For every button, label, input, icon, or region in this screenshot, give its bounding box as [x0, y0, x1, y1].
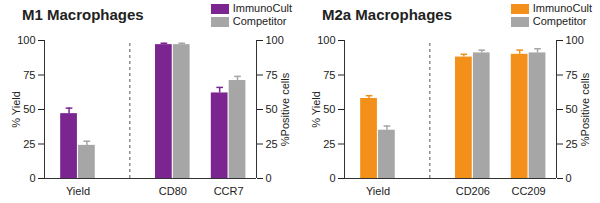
- svg-text:CC209: CC209: [511, 185, 545, 197]
- svg-text:75: 75: [323, 69, 335, 81]
- svg-text:0: 0: [329, 172, 335, 184]
- svg-text:25: 25: [566, 138, 578, 150]
- svg-text:CD206: CD206: [456, 185, 490, 197]
- svg-text:25: 25: [23, 138, 35, 150]
- svg-text:100: 100: [317, 34, 335, 46]
- svg-text:%Positive cells: %Positive cells: [579, 72, 591, 146]
- svg-text:50: 50: [566, 103, 578, 115]
- svg-text:% Yield: % Yield: [10, 91, 22, 128]
- svg-text:25: 25: [266, 138, 278, 150]
- svg-text:50: 50: [23, 103, 35, 115]
- svg-text:100: 100: [266, 34, 284, 46]
- svg-text:%Positive cells: %Positive cells: [279, 72, 291, 146]
- svg-text:CCR7: CCR7: [214, 185, 244, 197]
- svg-text:CD80: CD80: [159, 185, 187, 197]
- svg-text:0: 0: [266, 172, 272, 184]
- svg-text:75: 75: [23, 69, 35, 81]
- svg-text:50: 50: [266, 103, 278, 115]
- svg-text:Yield: Yield: [366, 185, 390, 197]
- html-text:ImmunoCult: ImmunoCult: [532, 2, 592, 14]
- svg-text:Yield: Yield: [66, 185, 90, 197]
- html-text:Competitor: Competitor: [532, 15, 587, 27]
- svg-text:0: 0: [29, 172, 35, 184]
- svg-text:100: 100: [17, 34, 35, 46]
- svg-text:0: 0: [566, 172, 572, 184]
- svg-text:100: 100: [566, 34, 584, 46]
- html-text:ImmunoCult: ImmunoCult: [232, 2, 292, 14]
- html-text:Competitor: Competitor: [232, 15, 287, 27]
- svg-text:50: 50: [323, 103, 335, 115]
- html-text:M2a Macrophages: M2a Macrophages: [322, 6, 452, 23]
- svg-text:25: 25: [323, 138, 335, 150]
- svg-text:% Yield: % Yield: [310, 91, 322, 128]
- svg-text:75: 75: [566, 69, 578, 81]
- svg-text:75: 75: [266, 69, 278, 81]
- html-text:M1 Macrophages: M1 Macrophages: [22, 6, 144, 23]
